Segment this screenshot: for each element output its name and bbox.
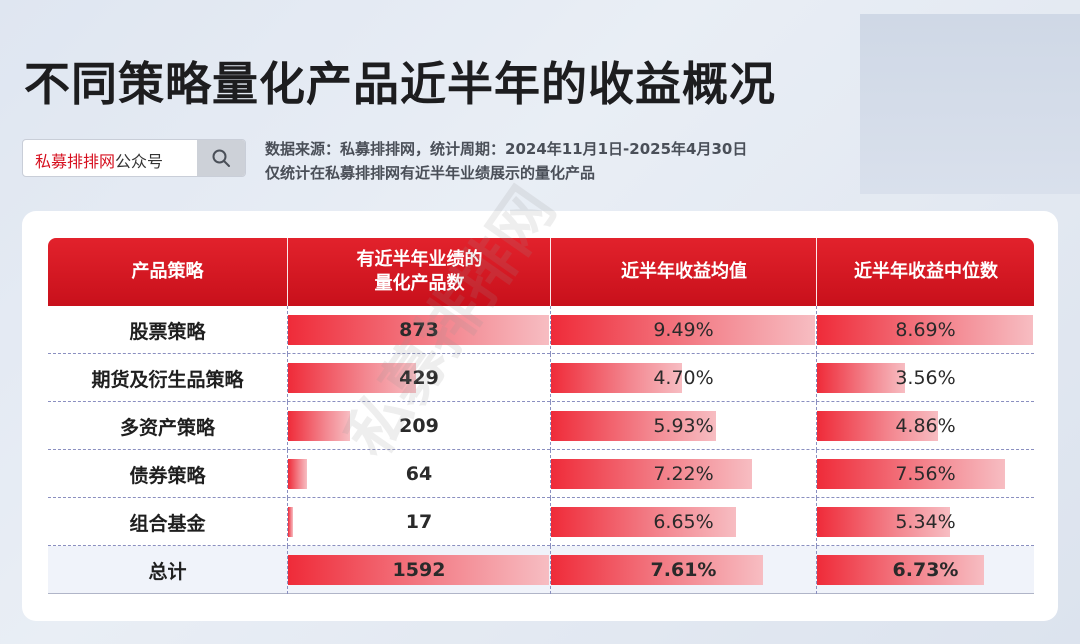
count-bar xyxy=(288,315,549,345)
mean-value: 4.70% xyxy=(653,367,714,389)
mean-value: 9.49% xyxy=(653,319,714,341)
search-icon xyxy=(212,149,230,167)
mean-value: 7.61% xyxy=(650,559,717,581)
cell-count: 873 xyxy=(287,306,550,354)
mean-value: 7.22% xyxy=(653,463,714,485)
cell-count: 1592 xyxy=(287,546,550,594)
cell-median: 4.86% xyxy=(816,402,1034,450)
cell-median: 7.56% xyxy=(816,450,1034,498)
median-bar xyxy=(817,555,984,585)
data-table: 产品策略 有近半年业绩的 量化产品数 近半年收益均值 近半年收益中位数 股票策略… xyxy=(48,238,1034,595)
mean-bar xyxy=(551,459,752,489)
cell-median: 6.73% xyxy=(816,546,1034,594)
header-mean: 近半年收益均值 xyxy=(550,238,817,306)
table-row: 总计 1592 7.61% 6.73% xyxy=(48,546,1034,594)
cell-strategy: 股票策略 xyxy=(129,320,206,343)
count-value: 1592 xyxy=(392,559,446,581)
cell-strategy: 总计 xyxy=(148,560,187,583)
median-value: 8.69% xyxy=(895,319,956,341)
count-value: 17 xyxy=(405,511,433,533)
count-value: 429 xyxy=(399,367,439,389)
count-value: 209 xyxy=(399,415,439,437)
mean-bar xyxy=(551,507,736,537)
background-panel xyxy=(860,14,1080,194)
cell-count: 64 xyxy=(287,450,550,498)
count-bar xyxy=(288,555,549,585)
count-bar xyxy=(288,363,416,393)
median-value: 5.34% xyxy=(895,511,956,533)
search-box[interactable]: 私募排排网公众号 xyxy=(22,139,246,177)
header-strategy: 产品策略 xyxy=(131,261,204,282)
table-row: 多资产策略 209 5.93% 4.86% xyxy=(48,402,1034,450)
median-value: 6.73% xyxy=(892,559,959,581)
search-suffix: 公众号 xyxy=(115,152,164,171)
mean-bar xyxy=(551,555,763,585)
cell-median: 8.69% xyxy=(816,306,1034,354)
cell-mean: 6.65% xyxy=(550,498,816,546)
page-title: 不同策略量化产品近半年的收益概况 xyxy=(24,57,776,111)
count-bar xyxy=(288,411,350,441)
count-bar xyxy=(288,459,307,489)
mean-bar xyxy=(551,363,682,393)
median-value: 7.56% xyxy=(895,463,956,485)
table-row: 股票策略 873 9.49% 8.69% xyxy=(48,306,1034,354)
cell-strategy: 债券策略 xyxy=(129,464,206,487)
median-bar xyxy=(817,507,950,537)
source-note: 数据来源：私募排排网，统计周期：2024年11月1日-2025年4月30日 仅统… xyxy=(265,137,747,185)
cell-mean: 4.70% xyxy=(550,354,816,402)
cell-strategy: 多资产策略 xyxy=(119,416,215,439)
median-bar xyxy=(817,459,1005,489)
cell-mean: 9.49% xyxy=(550,306,816,354)
table-row: 组合基金 17 6.65% 5.34% xyxy=(48,498,1034,546)
cell-strategy: 组合基金 xyxy=(129,512,206,535)
scope-line: 仅统计在私募排排网有近半年业绩展示的量化产品 xyxy=(265,164,596,182)
cell-count: 17 xyxy=(287,498,550,546)
cell-strategy: 期货及衍生品策略 xyxy=(91,368,244,391)
source-line: 数据来源：私募排排网，统计周期：2024年11月1日-2025年4月30日 xyxy=(265,140,748,158)
cell-mean: 5.93% xyxy=(550,402,816,450)
mean-value: 5.93% xyxy=(653,415,714,437)
search-text: 私募排排网公众号 xyxy=(35,148,163,172)
search-button[interactable] xyxy=(197,140,245,176)
header-count: 有近半年业绩的 量化产品数 xyxy=(287,238,551,306)
cell-mean: 7.22% xyxy=(550,450,816,498)
cell-median: 3.56% xyxy=(816,354,1034,402)
count-bar xyxy=(288,507,293,537)
table-header: 产品策略 有近半年业绩的 量化产品数 近半年收益均值 近半年收益中位数 xyxy=(48,238,1034,306)
cell-median: 5.34% xyxy=(816,498,1034,546)
mean-bar xyxy=(551,411,716,441)
median-value: 3.56% xyxy=(895,367,956,389)
median-bar xyxy=(817,315,1033,345)
header-median: 近半年收益中位数 xyxy=(816,238,1035,306)
median-bar xyxy=(817,363,905,393)
table-row: 债券策略 64 7.22% 7.56% xyxy=(48,450,1034,498)
mean-value: 6.65% xyxy=(653,511,714,533)
cell-count: 429 xyxy=(287,354,550,402)
count-value: 873 xyxy=(399,319,439,341)
cell-count: 209 xyxy=(287,402,550,450)
median-value: 4.86% xyxy=(895,415,956,437)
median-bar xyxy=(817,411,938,441)
table-row: 期货及衍生品策略 429 4.70% 3.56% xyxy=(48,354,1034,402)
search-brand: 私募排排网 xyxy=(35,152,116,171)
cell-mean: 7.61% xyxy=(550,546,816,594)
count-value: 64 xyxy=(405,463,433,485)
mean-bar xyxy=(551,315,815,345)
